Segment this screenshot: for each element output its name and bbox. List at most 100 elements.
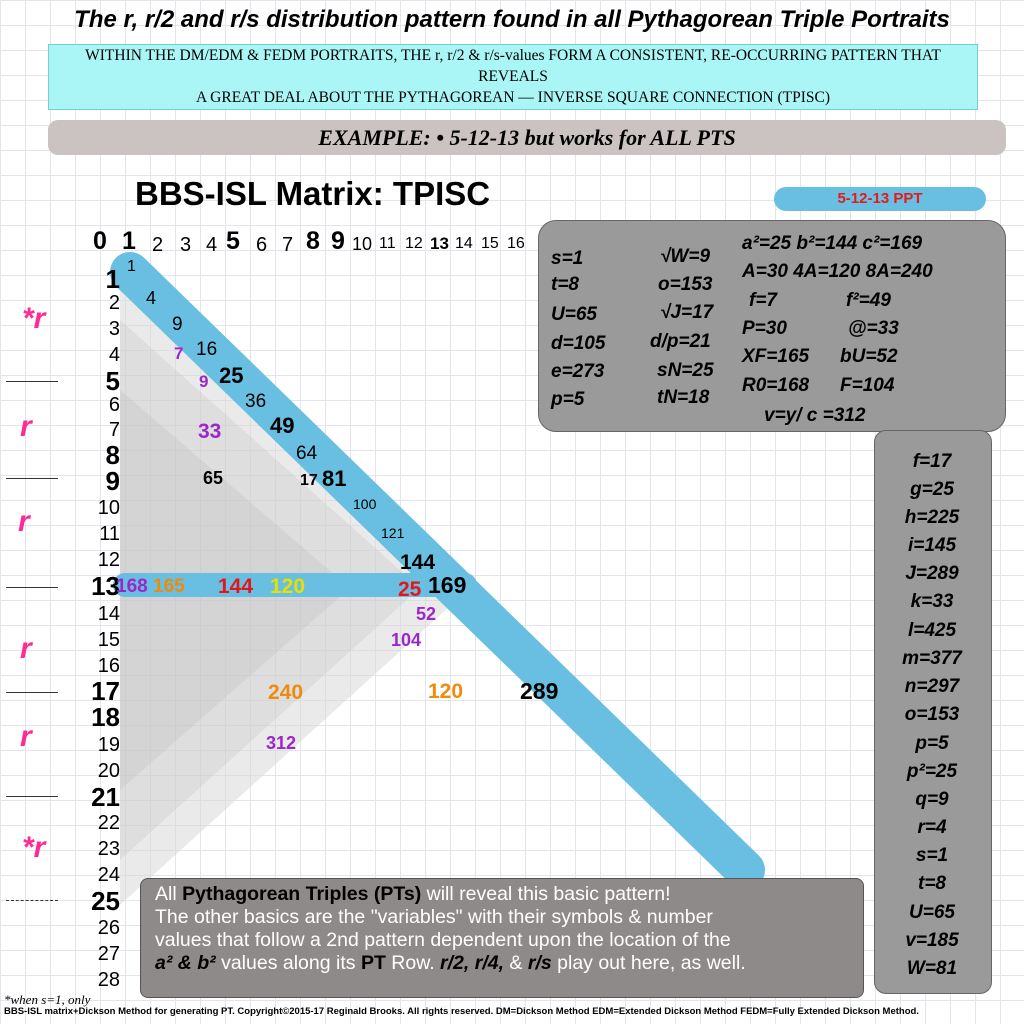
interior-number: 104 [391,630,422,650]
var-item: p²=25 [906,761,958,782]
note-emphasis: r/2, r/4, [440,952,505,974]
r-label: r [20,632,32,665]
diag-number: 289 [520,678,559,704]
var-item: J=289 [905,563,959,584]
interior-number: 65 [203,468,224,488]
col-label: 16 [507,235,525,252]
col-label: 10 [352,234,373,254]
row-label: 12 [97,549,120,571]
var-item: U=65 [909,902,955,923]
row-label: 14 [97,603,120,625]
interior-number: 144 [218,575,254,598]
row-label: 18 [91,702,120,732]
col-label: 9 [331,227,345,255]
interior-number: 7 [174,344,184,363]
var-entry: f²=49 [846,290,891,311]
note-line-4: a² & b² values along its PT Row. r/2, r/… [155,952,863,975]
note-emphasis: Pythagorean Triples (PTs) [182,883,422,905]
var-entry: sN=25 [657,360,714,381]
copyright-footer: BBS-ISL matrix+Dickson Method for genera… [4,1006,919,1017]
ppt-badge: 5-12-13 PPT [774,187,986,211]
row-label: 28 [97,969,120,991]
col-label: 6 [256,234,268,256]
row-label: 9 [105,466,120,496]
var-entry: A=30 4A=120 8A=240 [742,261,933,282]
interior-number: 312 [266,733,297,753]
variables-column [874,430,992,994]
r-label: *r [22,302,46,335]
note-line-1: All Pythagorean Triples (PTs) will revea… [155,883,863,906]
row-label: 6 [108,394,120,416]
intro-banner: WITHIN THE DM/EDM & FEDM PORTRAITS, THE … [48,44,978,110]
diag-number: 100 [353,496,377,512]
var-item: q=9 [915,789,949,810]
var-item: r=4 [917,817,947,838]
col-label: 11 [379,235,396,252]
note-box: All Pythagorean Triples (PTs) will revea… [140,878,864,998]
var-item: i=145 [907,535,957,556]
interior-number: 120 [428,680,464,703]
r-label: r [20,410,32,443]
diagonal-band-upper [110,252,475,608]
var-item: s=1 [915,845,949,866]
row-separator [6,381,58,382]
var-entry: tN=18 [657,387,710,408]
col-label: 14 [455,235,473,252]
diag-number: 64 [296,443,318,464]
var-entry: F=104 [840,375,895,396]
var-entry: v=y/ c =312 [764,405,866,426]
var-item: l=425 [907,620,957,641]
var-entry: t=8 [551,274,579,295]
interior-number: 165 [153,576,185,597]
row-label: 5 [105,366,120,396]
var-entry: XF=165 [742,346,810,367]
row-label: 20 [97,760,120,782]
row-label: 26 [97,917,120,939]
diag-number: 36 [245,391,267,412]
var-entry: bU=52 [840,346,898,367]
banner-line-3: A GREAT DEAL ABOUT THE PYTHAGOREAN — INV… [195,89,831,106]
interior-number: 120 [270,575,306,598]
var-item: t=8 [918,873,946,894]
diag-number: 49 [270,413,295,438]
diagonal-band-lower [435,568,765,890]
row-label: 3 [108,318,120,340]
r-label: r [20,720,32,753]
row-label: 7 [108,419,120,441]
row-separator [6,900,58,901]
diag-number: 16 [196,339,218,360]
var-entry: a²=25 b²=144 c²=169 [742,233,923,254]
col-label: 3 [180,234,192,256]
row-label: 1 [105,264,120,294]
col-label: 0 [93,227,107,255]
var-item: p=5 [915,733,949,754]
diag-number: 1 [127,258,136,275]
interior-number: 240 [268,681,304,704]
col-label: 8 [306,227,320,255]
row-label: 2 [108,292,120,314]
row-label: 16 [97,655,120,677]
interior-number: 17 [300,472,318,489]
matrix-title: BBS-ISL Matrix: TPISC [135,175,491,212]
col-label: 15 [481,235,499,252]
row-label: 8 [105,440,120,470]
note-text: will reveal this basic pattern! [421,883,671,905]
interior-number: 52 [416,604,437,624]
var-item: n=297 [904,676,960,697]
note-text: values along its [215,952,361,974]
row-label: 25 [91,886,120,916]
row-label: 23 [97,838,120,860]
note-line-3: values that follow a 2nd pattern depende… [155,929,731,951]
r-label: *r [22,831,46,864]
var-entry: R0=168 [742,375,810,396]
interior-number: 25 [398,578,422,601]
col-label: 4 [206,234,218,256]
var-entry: @=33 [848,318,899,339]
var-item: h=225 [904,507,960,528]
col-label: 12 [405,235,423,252]
diag-number: 81 [322,466,347,491]
note-text: & [504,952,528,974]
var-entry: p=5 [551,389,585,410]
banner-line-1: WITHIN THE DM/EDM & FEDM PORTRAITS, THE … [85,47,941,64]
banner-line-2: REVEALS [478,68,548,85]
